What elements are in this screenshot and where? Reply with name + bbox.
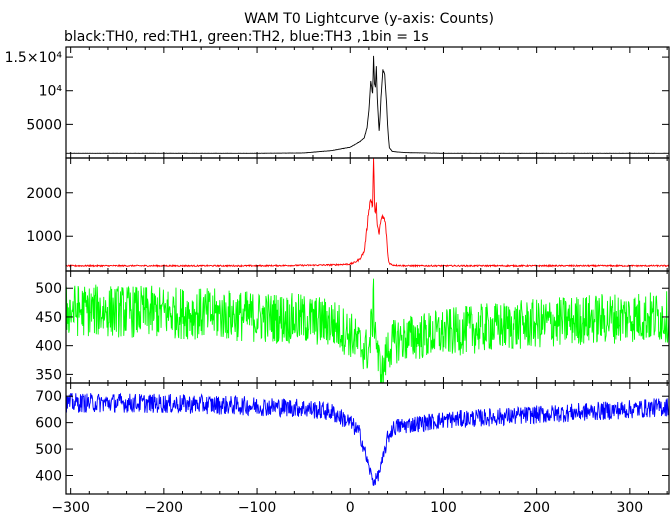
chart-subtitle: black:TH0, red:TH1, green:TH2, blue:TH3 … xyxy=(64,29,429,45)
y-tick-label: 1000 xyxy=(26,229,62,245)
chart-title: WAM T0 Lightcurve (y-axis: Counts) xyxy=(244,11,494,27)
x-tick-label: −100 xyxy=(238,500,276,515)
series-line-th3 xyxy=(65,392,670,487)
y-tick-label: 600 xyxy=(35,416,62,432)
x-tick-label: 100 xyxy=(430,500,457,515)
y-tick-label: 2000 xyxy=(26,186,62,202)
y-tick-label: 700 xyxy=(35,389,62,405)
x-tick-label: −200 xyxy=(145,500,183,515)
y-tick-label: 5000 xyxy=(26,117,62,133)
y-tick-label: 500 xyxy=(35,442,62,458)
panel-th3: 400 500 600 700 xyxy=(35,382,670,495)
panel-th2: 350 400 450 500 xyxy=(35,270,670,384)
series-line-th0 xyxy=(65,55,670,154)
y-tick-label: 10⁴ xyxy=(39,84,63,100)
x-tick-label: 0 xyxy=(346,500,355,515)
series-line-th1 xyxy=(65,157,670,268)
y-tick-label: 400 xyxy=(35,469,62,485)
y-tick-label: 1.5×10⁴ xyxy=(5,50,63,66)
x-tick-label: 300 xyxy=(616,500,643,515)
y-tick-label: 450 xyxy=(35,310,62,326)
panels-group: 5000 10⁴ 1.5×10⁴ 1000 2000 350 400 450 500 400 500… xyxy=(5,46,670,495)
y-tick-label: 400 xyxy=(35,339,62,355)
x-tick-label: 200 xyxy=(523,500,550,515)
y-tick-label: 500 xyxy=(35,281,62,297)
x-tick-label: −300 xyxy=(51,500,89,515)
y-tick-label: 350 xyxy=(35,367,62,383)
panel-frame xyxy=(65,382,670,495)
series-line-th2 xyxy=(65,278,670,384)
x-axis: −300 −200 −100 0 100 200 300 xyxy=(51,500,643,515)
